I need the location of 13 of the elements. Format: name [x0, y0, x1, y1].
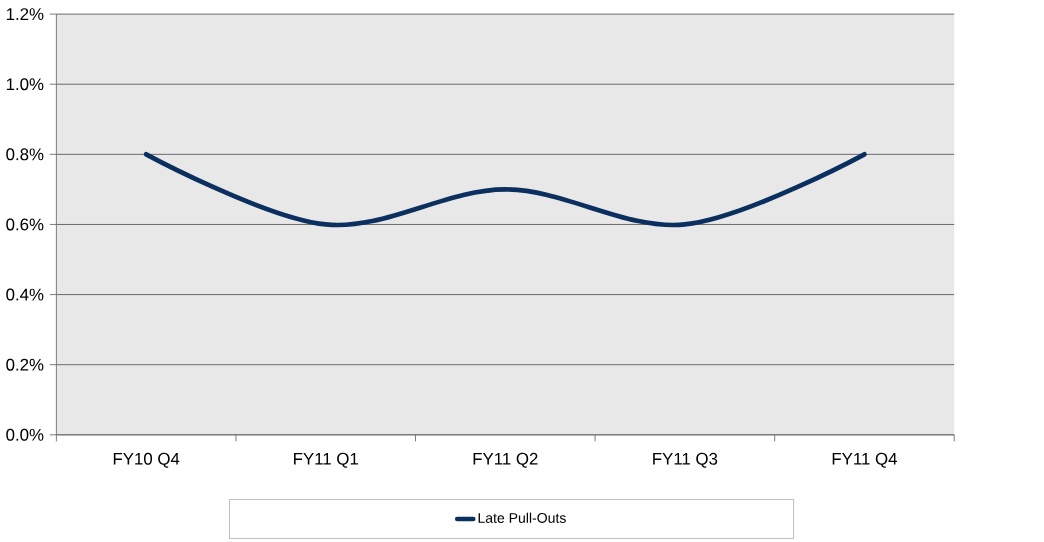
- y-tick-label: 0.0%: [6, 428, 44, 441]
- y-tick-label: 1.2%: [6, 8, 44, 21]
- y-tick-label: 0.6%: [6, 218, 44, 231]
- x-tick-label: FY11 Q3: [653, 452, 718, 468]
- legend-label: Late Pull-Outs: [478, 512, 566, 523]
- y-tick-label: 0.8%: [6, 148, 44, 161]
- y-tick-label: 0.2%: [6, 358, 44, 371]
- x-tick-label: FY10 Q4: [113, 452, 180, 468]
- x-tick-label: FY11 Q1: [294, 452, 358, 468]
- y-tick-label: 1.0%: [6, 78, 44, 91]
- y-tick-label: 0.4%: [6, 288, 44, 301]
- x-tick-label: FY11 Q2: [473, 452, 538, 468]
- x-tick-label: FY11 Q4: [832, 452, 898, 468]
